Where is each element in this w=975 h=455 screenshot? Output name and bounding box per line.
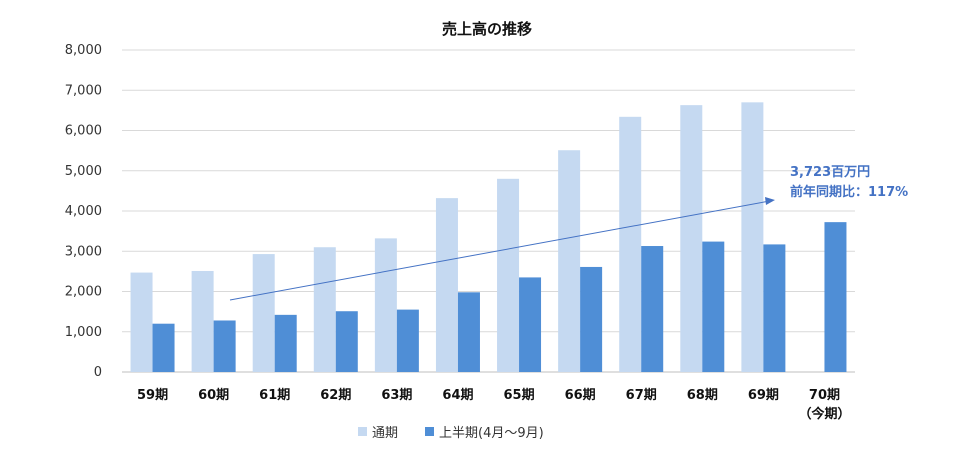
bar-first-half	[335, 311, 358, 372]
chart-title: 売上高の推移	[442, 20, 532, 38]
legend-swatch-annual	[358, 427, 367, 436]
bars	[130, 102, 847, 372]
x-tick-label: 63期	[381, 388, 412, 403]
bar-annual	[497, 178, 520, 372]
bar-annual	[680, 105, 703, 372]
bar-first-half	[457, 292, 480, 372]
bar-annual	[374, 238, 397, 372]
bar-first-half	[213, 320, 236, 372]
bar-annual	[741, 102, 764, 372]
bar-first-half	[274, 314, 297, 372]
trend-arrow-head	[765, 197, 775, 205]
x-tick-label: 62期	[320, 388, 351, 403]
y-tick-label: 2,000	[65, 285, 102, 300]
legend: 通期 上半期(4月〜9月)	[358, 426, 544, 441]
x-tick-label: 59期	[137, 388, 168, 403]
bar-first-half	[702, 241, 725, 372]
x-axis-ticks: 59期 60期 61期 62期 63期 64期 65期 66期 67期 68期 69期 70期 （今期）	[137, 388, 850, 422]
x-tick-label: 61期	[259, 388, 290, 403]
x-tick-label: 68期	[687, 388, 718, 403]
y-tick-label: 0	[94, 365, 102, 380]
bar-annual	[191, 270, 214, 372]
y-tick-label: 6,000	[65, 124, 102, 139]
bar-first-half	[396, 309, 419, 372]
x-tick-label: 67期	[626, 388, 657, 403]
x-tick-label: 69期	[748, 388, 779, 403]
x-tick-sublabel: （今期）	[798, 406, 850, 422]
annotation-yoy: 前年同期比：117%	[790, 184, 908, 200]
bar-first-half	[641, 246, 664, 372]
bar-annual	[619, 116, 642, 372]
legend-label: 通期	[372, 426, 398, 441]
y-tick-label: 1,000	[65, 325, 102, 340]
trend-arrow-line	[229, 201, 768, 301]
bar-annual	[313, 247, 336, 372]
bar-first-half	[152, 323, 175, 372]
y-axis-ticks: 0 1,000 2,000 3,000 4,000 5,000 6,000 7,000 8,00…	[65, 43, 102, 380]
bar-first-half	[763, 244, 786, 372]
x-tick-label: 64期	[442, 388, 473, 403]
y-tick-label: 4,000	[65, 204, 102, 219]
bar-first-half	[519, 277, 542, 372]
y-tick-label: 8,000	[65, 43, 102, 58]
bar-first-half	[580, 266, 603, 372]
annotation: 3,723百万円 前年同期比：117%	[229, 165, 908, 301]
bar-annual	[252, 254, 275, 372]
bar-annual	[130, 272, 153, 372]
bar-annual	[558, 150, 581, 372]
legend-swatch-first-half	[425, 427, 434, 436]
bar-annual	[435, 198, 458, 372]
x-tick-label: 60期	[198, 388, 229, 403]
y-tick-label: 7,000	[65, 83, 102, 98]
x-tick-label: 70期	[809, 388, 840, 403]
y-tick-label: 3,000	[65, 244, 102, 259]
annotation-amount: 3,723百万円	[790, 165, 870, 180]
x-tick-label: 65期	[503, 388, 534, 403]
legend-label: 上半期(4月〜9月)	[439, 426, 544, 441]
bar-first-half	[824, 222, 847, 372]
gridlines	[122, 49, 855, 373]
x-tick-label: 66期	[565, 388, 596, 403]
y-tick-label: 5,000	[65, 164, 102, 179]
